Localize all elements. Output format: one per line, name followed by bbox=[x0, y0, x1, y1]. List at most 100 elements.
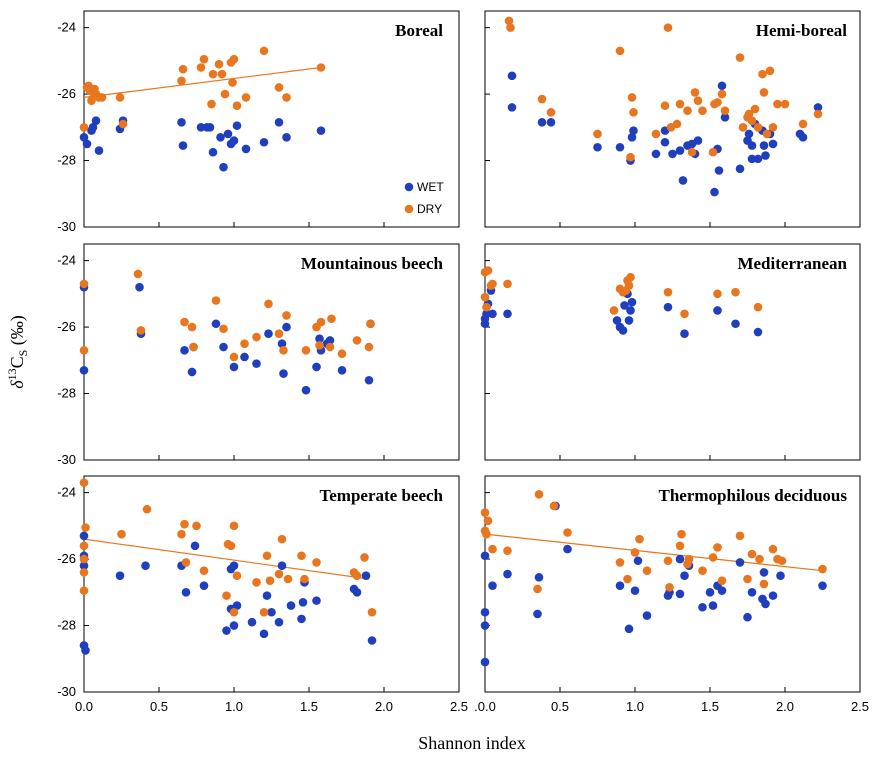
dry-point bbox=[759, 88, 769, 97]
y-tick-label: -28 bbox=[57, 618, 76, 633]
y-tick-label: -26 bbox=[57, 86, 76, 101]
wet-point bbox=[277, 339, 287, 348]
y-tick-label: -24 bbox=[57, 20, 76, 35]
panel-title: Mediterranean bbox=[737, 254, 847, 273]
dry-point bbox=[327, 314, 336, 324]
x-tick-label: 1.0 bbox=[626, 699, 644, 714]
panel-title: Thermophilous deciduous bbox=[659, 486, 848, 505]
dry-point bbox=[747, 549, 757, 559]
dry-point bbox=[208, 69, 218, 79]
dry-point bbox=[115, 93, 125, 102]
dry-point bbox=[744, 109, 754, 119]
dry-point bbox=[642, 566, 652, 576]
x-tick-label: 2.0 bbox=[375, 699, 393, 714]
wet-point bbox=[612, 316, 622, 325]
wet-point bbox=[264, 329, 273, 339]
dry-point bbox=[488, 544, 497, 554]
wet-point bbox=[229, 621, 239, 630]
wet-point bbox=[633, 556, 643, 566]
dry-point bbox=[181, 558, 191, 567]
wet-point bbox=[668, 149, 677, 159]
dry-point bbox=[196, 63, 206, 72]
dry-point bbox=[229, 607, 239, 617]
wet-point bbox=[180, 346, 189, 355]
dry-point bbox=[360, 553, 369, 562]
trend-line bbox=[83, 66, 322, 98]
dry-point bbox=[488, 279, 497, 289]
dry-point bbox=[87, 96, 96, 106]
wet-point bbox=[798, 132, 808, 142]
dry-point bbox=[690, 88, 700, 97]
wet-point bbox=[480, 621, 490, 630]
legend: WET DRY bbox=[404, 180, 444, 216]
dry-point bbox=[259, 607, 269, 617]
dry-point bbox=[262, 551, 272, 561]
wet-point bbox=[232, 601, 242, 610]
panel-frame bbox=[484, 475, 861, 693]
dry-point bbox=[672, 119, 682, 129]
panel-frame bbox=[83, 475, 460, 693]
wet-point bbox=[190, 541, 200, 551]
wet-point bbox=[337, 365, 347, 375]
dry-point bbox=[142, 504, 152, 514]
wet-point bbox=[223, 129, 233, 139]
dry-point bbox=[79, 541, 89, 551]
dry-point bbox=[366, 319, 375, 329]
wet-point bbox=[761, 151, 770, 160]
wet-point bbox=[714, 166, 724, 175]
x-tick-label: 2.5 bbox=[450, 699, 468, 714]
wet-point bbox=[367, 636, 377, 645]
wet-point bbox=[618, 326, 628, 335]
dry-point bbox=[683, 106, 692, 115]
dry-point bbox=[259, 46, 269, 56]
dry-point bbox=[798, 119, 808, 129]
dry-point bbox=[133, 269, 143, 279]
wet-point bbox=[642, 611, 652, 620]
wet-point bbox=[660, 137, 670, 147]
dry-point bbox=[79, 346, 89, 355]
dry-point bbox=[503, 546, 512, 556]
dry-point bbox=[136, 326, 146, 335]
wet-point bbox=[480, 607, 490, 617]
y-tick-label: -28 bbox=[57, 153, 76, 168]
dry-point bbox=[300, 574, 309, 584]
wet-point bbox=[627, 297, 637, 307]
y-tick-label: -30 bbox=[57, 219, 76, 234]
dry-point bbox=[753, 302, 763, 312]
dry-point bbox=[549, 501, 559, 511]
dry-point bbox=[483, 516, 493, 526]
wet-point bbox=[593, 142, 602, 152]
dry-point bbox=[563, 528, 572, 537]
dry-point bbox=[675, 99, 685, 109]
dry-point bbox=[717, 576, 727, 585]
dry-point bbox=[677, 529, 686, 539]
panel-title: Hemi-boreal bbox=[756, 21, 848, 40]
dry-point bbox=[593, 129, 602, 139]
dry-point bbox=[615, 46, 625, 56]
dry-point bbox=[252, 578, 261, 587]
wet-point bbox=[229, 362, 239, 372]
wet-point bbox=[222, 626, 231, 635]
wet-point bbox=[141, 561, 150, 571]
wet-point bbox=[279, 369, 288, 378]
y-tick-label: -24 bbox=[57, 485, 76, 500]
wet-point bbox=[717, 586, 727, 595]
wet-point bbox=[813, 103, 823, 112]
dry-point bbox=[118, 119, 128, 129]
dry-point bbox=[337, 349, 347, 358]
dry-point bbox=[352, 336, 362, 345]
wet-point bbox=[747, 588, 757, 597]
dry-point bbox=[713, 289, 722, 299]
wet-point bbox=[219, 162, 228, 172]
dry-point bbox=[97, 93, 107, 102]
dry-point bbox=[480, 292, 490, 302]
dry-point bbox=[713, 543, 722, 552]
dry-point bbox=[241, 93, 251, 102]
wet-point bbox=[312, 596, 321, 605]
wet-point bbox=[274, 617, 284, 627]
wet-point bbox=[361, 571, 371, 580]
wet-point bbox=[178, 141, 188, 150]
dry-point bbox=[660, 101, 670, 111]
wet-point bbox=[615, 142, 625, 152]
